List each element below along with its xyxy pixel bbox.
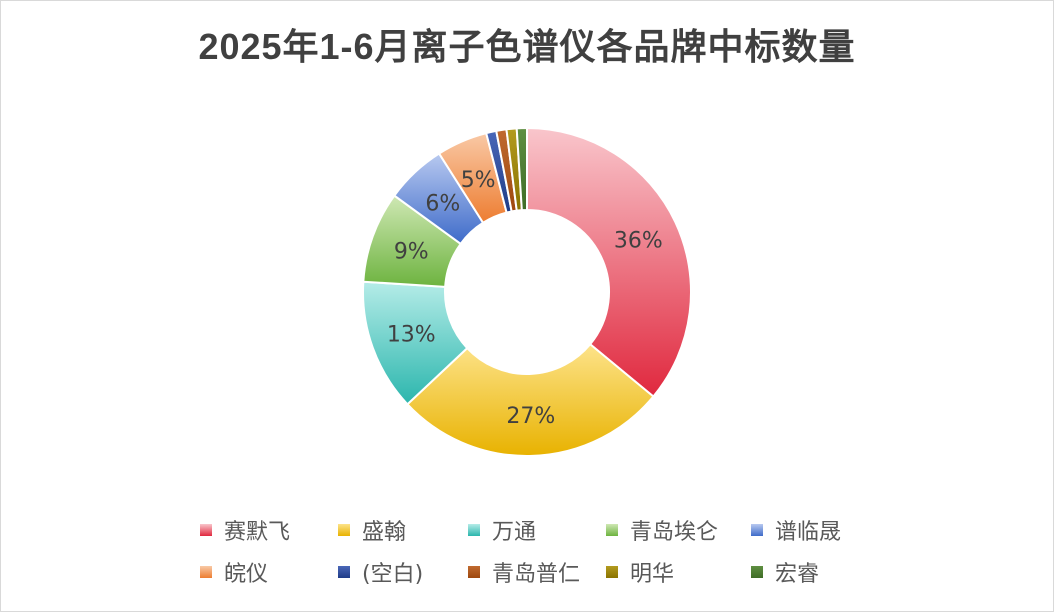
legend-swatch: [338, 566, 350, 578]
legend-item-谱临晟: 谱临晟: [751, 514, 841, 546]
legend-swatch: [751, 524, 763, 536]
legend-label: 谱临晟: [775, 520, 842, 545]
slice-赛默飞: [526, 126, 692, 398]
legend-item-皖仪: 皖仪: [200, 556, 268, 588]
legend-swatch: [200, 566, 212, 578]
legend-label: 赛默飞: [224, 520, 291, 545]
legend-swatch: [606, 524, 618, 536]
legend-label: 明华: [630, 562, 675, 587]
legend-item-盛翰: 盛翰: [338, 514, 406, 546]
legend-label: 宏睿: [775, 562, 820, 587]
slice-label-赛默飞: 36%: [614, 229, 663, 254]
slice-label-盛翰: 27%: [506, 404, 555, 429]
legend-label: 青岛普仁: [492, 562, 581, 587]
legend-item-明华: 明华: [606, 556, 674, 588]
legend-label: 万通: [492, 520, 537, 545]
legend-label: 青岛埃仑: [630, 520, 719, 545]
legend-item-青岛普仁: 青岛普仁: [468, 556, 580, 588]
legend-item-宏睿: 宏睿: [751, 556, 819, 588]
slice-宏睿: [515, 126, 528, 212]
legend-row: 皖仪 (空白) 青岛普仁 明华 宏睿: [200, 556, 900, 598]
slice-盛翰: [406, 342, 655, 457]
slice-label-万通: 13%: [387, 323, 436, 348]
legend-row: 赛默飞 盛翰 万通 青岛埃仑 谱临晟: [200, 514, 900, 556]
legend-swatch: [338, 524, 350, 536]
legend-label: 皖仪: [224, 562, 269, 587]
legend-item-万通: 万通: [468, 514, 536, 546]
slice-label-谱临晟: 6%: [425, 191, 460, 216]
slice-label-皖仪: 5%: [461, 168, 496, 193]
legend: 赛默飞 盛翰 万通 青岛埃仑 谱临晟皖仪 (空白) 青岛普仁 明华 宏睿: [200, 514, 900, 598]
legend-item-青岛埃仑: 青岛埃仑: [606, 514, 718, 546]
legend-label: (空白): [362, 562, 424, 587]
legend-swatch: [751, 566, 763, 578]
legend-item-(空白): (空白): [338, 556, 423, 588]
legend-swatch: [468, 566, 480, 578]
legend-swatch: [200, 524, 212, 536]
legend-item-赛默飞: 赛默飞: [200, 514, 290, 546]
chart-title: 2025年1-6月离子色谱仪各品牌中标数量: [198, 26, 856, 67]
legend-label: 盛翰: [362, 520, 407, 545]
legend-swatch: [468, 524, 480, 536]
slice-label-青岛埃仑: 9%: [394, 239, 429, 264]
legend-swatch: [606, 566, 618, 578]
